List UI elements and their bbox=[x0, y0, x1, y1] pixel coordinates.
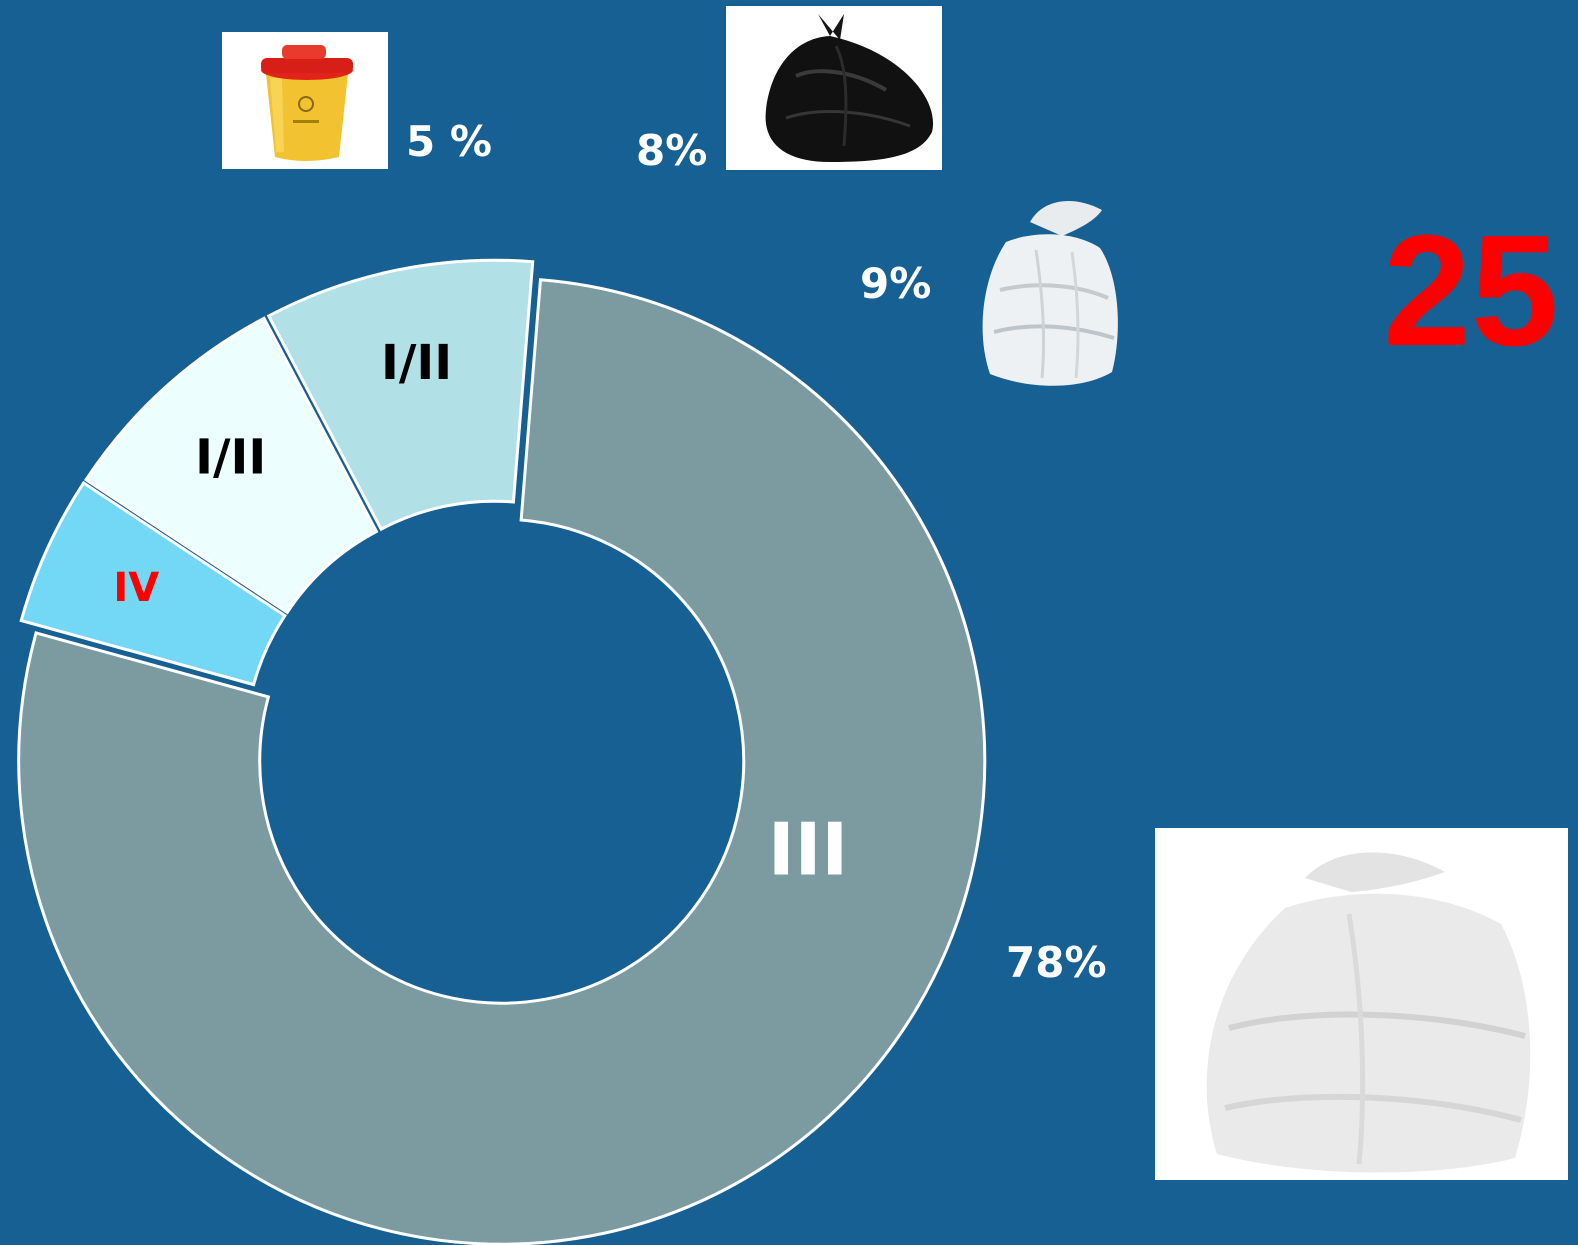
donut-segment-4 bbox=[17, 278, 987, 1245]
white-waste-bag-icon bbox=[1155, 828, 1568, 1180]
percent-label-iv: 5 % bbox=[406, 117, 492, 166]
segment-label-1: IV bbox=[113, 565, 159, 611]
percent-label-i-ii-second: 9% bbox=[860, 259, 932, 308]
percent-label-iii: 78% bbox=[1006, 938, 1107, 987]
black-waste-bag-icon bbox=[726, 6, 942, 170]
donut-segment-2 bbox=[83, 316, 379, 615]
clear-waste-bag-icon bbox=[976, 194, 1122, 388]
donut-segment-3 bbox=[266, 258, 535, 532]
donut-segment-1 bbox=[19, 480, 287, 687]
segment-label-2: I/II bbox=[195, 429, 266, 485]
segment-label-4: III bbox=[768, 808, 848, 892]
yellow-sharps-container-icon bbox=[222, 32, 388, 169]
percent-label-i-ii-first: 8% bbox=[636, 126, 708, 175]
segment-label-3: I/II bbox=[381, 335, 452, 391]
slide-number: 25 bbox=[1383, 203, 1559, 379]
